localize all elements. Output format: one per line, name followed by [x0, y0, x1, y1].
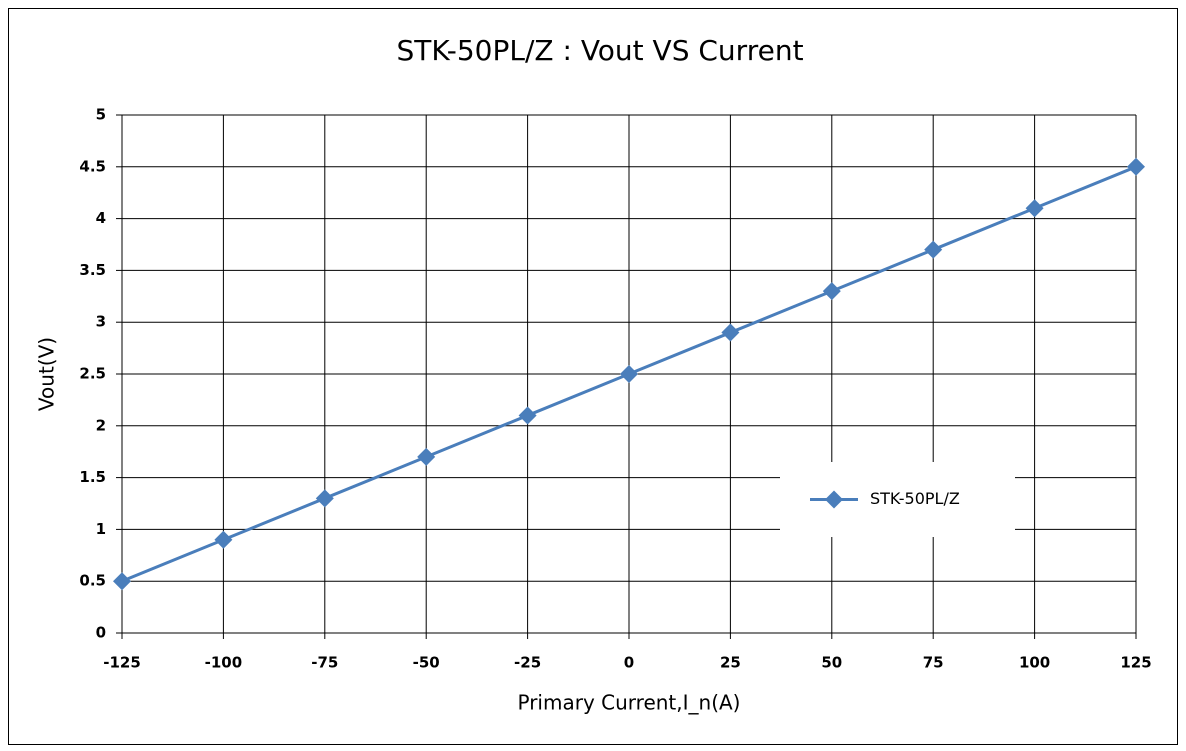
y-tick-label: 0.5 [79, 572, 106, 590]
x-tick-label: -125 [103, 654, 141, 672]
x-tick-label: -75 [311, 654, 338, 672]
point-marker [721, 323, 740, 342]
legend: STK-50PL/Z [780, 462, 1015, 537]
y-tick-label: 2.5 [79, 365, 106, 383]
y-tick-label: 4.5 [79, 157, 106, 175]
point-marker [214, 530, 233, 549]
point-marker [417, 447, 436, 466]
chart-title: STK-50PL/Z : Vout VS Current [396, 34, 803, 67]
y-axis-label: Vout(V) [35, 337, 59, 411]
y-tick-label: 1 [96, 520, 106, 538]
y-tick-label: 0 [96, 624, 106, 642]
y-tick-label: 1.5 [79, 468, 106, 486]
x-tick-label: 75 [923, 654, 944, 672]
y-tick-label: 4 [96, 209, 106, 227]
chart-border [8, 8, 1178, 745]
x-tick-label: -50 [413, 654, 440, 672]
x-tick-label: 50 [821, 654, 842, 672]
x-tick-label: -25 [514, 654, 541, 672]
x-axis-label: Primary Current,I_n(A) [518, 691, 741, 715]
point-marker [315, 489, 334, 508]
legend-marker [825, 490, 843, 509]
point-marker [113, 572, 131, 591]
point-marker [1127, 157, 1145, 176]
point-marker [518, 406, 537, 425]
point-marker [822, 282, 841, 301]
point-marker [924, 240, 943, 259]
x-tick-label: 25 [720, 654, 741, 672]
y-tick-label: 5 [96, 106, 106, 124]
y-tick-label: 2 [96, 416, 106, 434]
point-marker [620, 365, 638, 383]
legend-label: STK-50PL/Z [870, 489, 960, 508]
y-tick-label: 3.5 [79, 261, 106, 279]
x-tick-label: 125 [1120, 654, 1151, 672]
x-tick-label: -100 [205, 654, 243, 672]
y-tick-label: 3 [96, 313, 106, 331]
x-tick-label: 0 [624, 654, 634, 672]
point-marker [1025, 199, 1044, 218]
x-tick-label: 100 [1019, 654, 1050, 672]
